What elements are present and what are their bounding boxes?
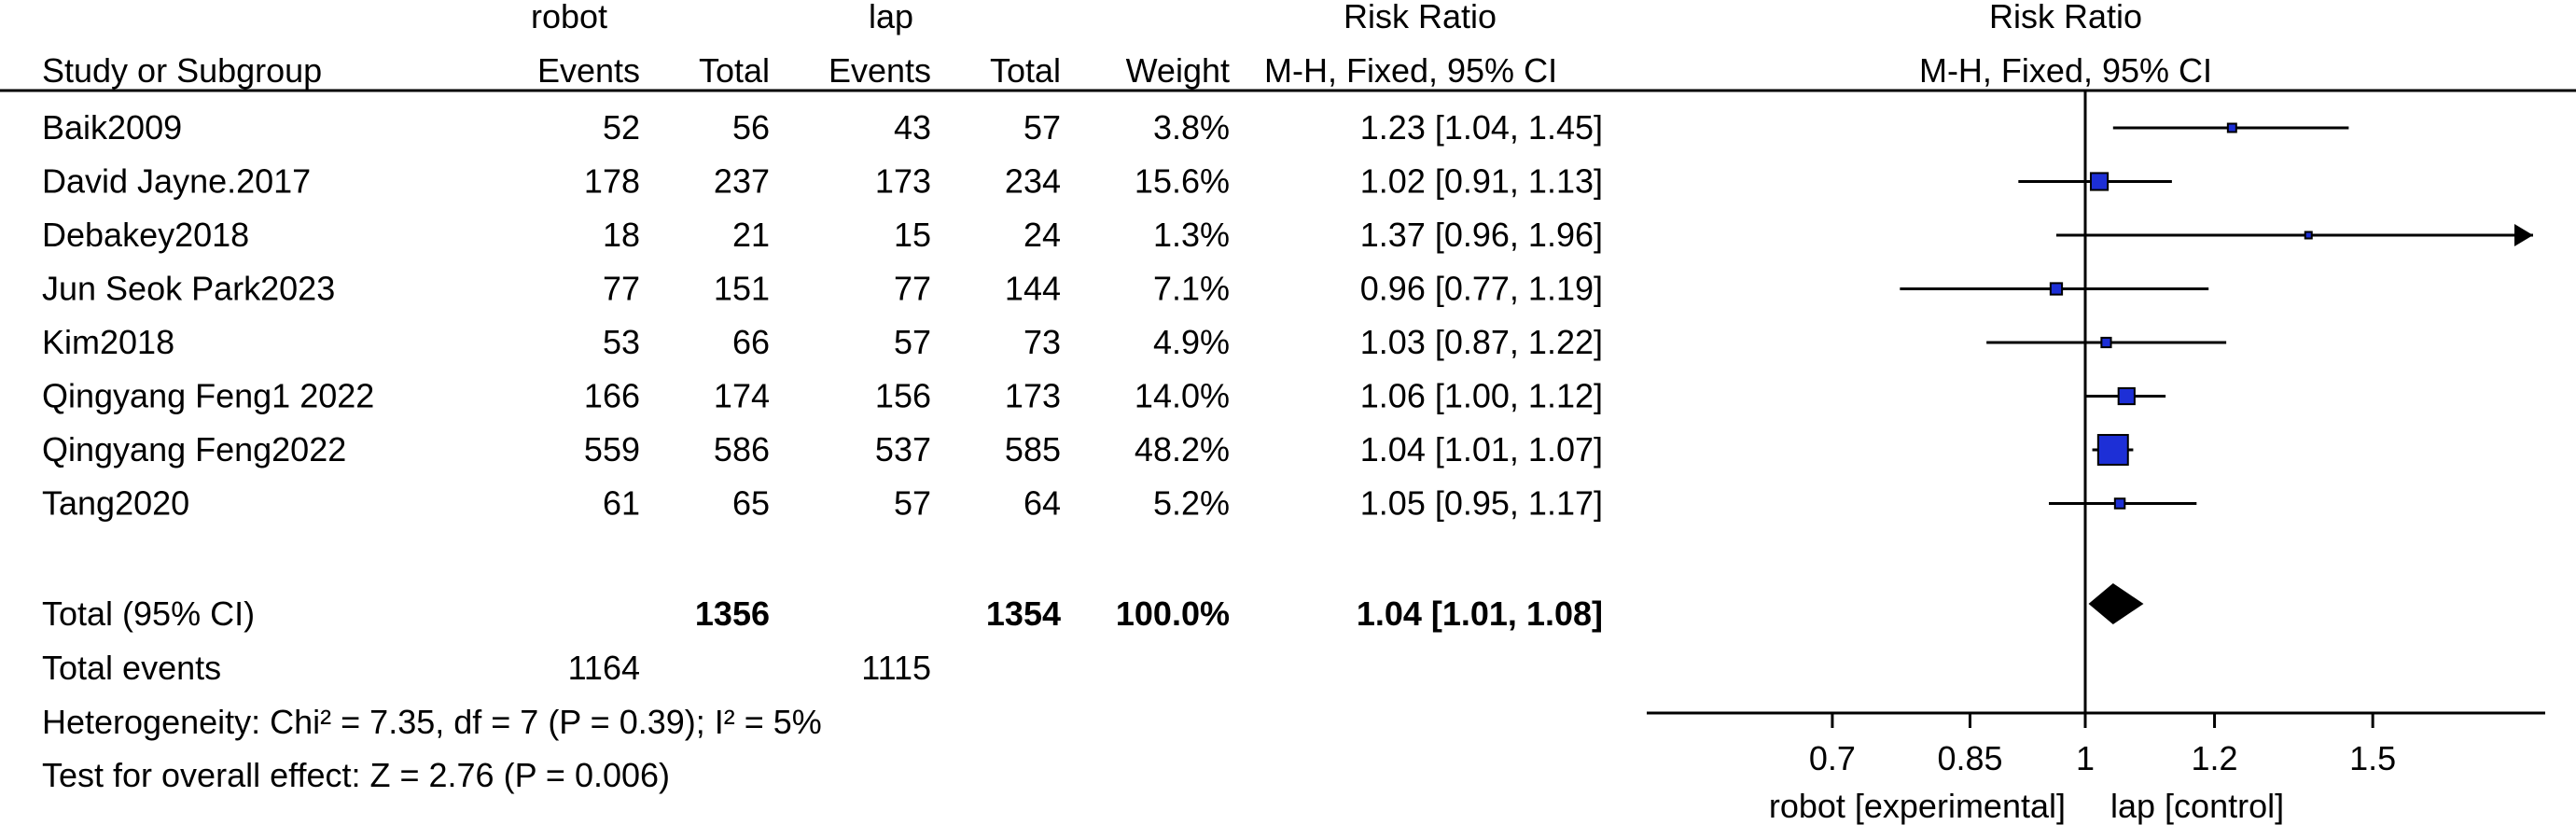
robot-events: 166 (584, 377, 640, 415)
robot-total: 56 (732, 108, 770, 147)
study-point (2113, 497, 2126, 510)
study-name: David Jayne.2017 (42, 162, 311, 201)
method-header: M-H, Fixed, 95% CI (1264, 51, 1557, 90)
total-label: Total (95% CI) (42, 594, 255, 633)
lap-events: 537 (875, 430, 931, 468)
study-point (2089, 172, 2110, 191)
lap-total: 57 (1023, 108, 1061, 147)
total-robot-total: 1356 (695, 594, 770, 633)
study-weight: 15.6% (1135, 162, 1230, 201)
heterogeneity-text: Heterogeneity: Chi² = 7.35, df = 7 (P = … (42, 703, 822, 741)
axis-label-right: lap [control] (2110, 787, 2284, 825)
ci-arrow (2514, 224, 2533, 246)
group-header-robot: robot (531, 0, 607, 35)
robot-events: 178 (584, 162, 640, 201)
plot-method: M-H, Fixed, 95% CI (1919, 51, 2212, 90)
study-point (2117, 386, 2136, 406)
robot-total: 586 (714, 430, 770, 468)
study-ci: 1.02 [0.91, 1.13] (1360, 162, 1603, 201)
study-weight: 3.8% (1153, 108, 1230, 147)
lap-events: 15 (894, 216, 931, 254)
robot-total: 65 (732, 484, 770, 523)
robot-events: 77 (603, 270, 640, 308)
study-point (2049, 282, 2064, 296)
study-point (2304, 231, 2313, 240)
study-ci: 0.96 [0.77, 1.19] (1360, 270, 1603, 308)
study-ci: 1.03 [0.87, 1.22] (1360, 323, 1603, 361)
x-axis: 0.7 0.85 1 1.2 1.5 (1647, 711, 2545, 777)
study-name: Kim2018 (42, 323, 174, 361)
robot-events: 559 (584, 430, 640, 468)
robot-total: 237 (714, 162, 770, 201)
study-point (2226, 122, 2237, 133)
study-rows: Baik2009 52 56 43 57 3.8% 1.23 [1.04, 1.45] Dav… (42, 108, 1603, 523)
lap-events: 173 (875, 162, 931, 201)
axis-label-left: robot [experimental] (1769, 787, 2066, 825)
study-point (2100, 336, 2112, 349)
lap-events-header: Events (828, 51, 931, 90)
robot-events: 53 (603, 323, 640, 361)
weight-header: Weight (1126, 51, 1230, 90)
x-tick-label: 0.7 (1809, 739, 1856, 777)
study-column-header: Study or Subgroup (42, 51, 322, 90)
total-events-lap: 1115 (861, 649, 931, 687)
lap-total-header: Total (990, 51, 1061, 90)
robot-total-header: Total (699, 51, 770, 90)
x-tick-label: 1.2 (2192, 739, 2238, 777)
robot-total: 174 (714, 377, 770, 415)
group-header-lap: lap (869, 0, 913, 35)
plot-area (1900, 91, 2533, 713)
study-ci: 1.05 [0.95, 1.17] (1360, 484, 1603, 523)
lap-total: 24 (1023, 216, 1061, 254)
study-weight: 7.1% (1153, 270, 1230, 308)
study-name: Tang2020 (42, 484, 189, 523)
study-name: Debakey2018 (42, 216, 249, 254)
x-tick-label: 0.85 (1937, 739, 2002, 777)
lap-total: 585 (1005, 430, 1061, 468)
lap-events: 57 (894, 484, 931, 523)
pooled-diamond (2088, 583, 2144, 624)
lap-total: 173 (1005, 377, 1061, 415)
study-point (2096, 434, 2129, 466)
overall-effect-text: Test for overall effect: Z = 2.76 (P = 0… (42, 756, 670, 794)
lap-events: 77 (894, 270, 931, 308)
plot-title: Risk Ratio (1989, 0, 2142, 35)
study-ci: 1.04 [1.01, 1.07] (1360, 430, 1603, 468)
robot-events-header: Events (537, 51, 640, 90)
lap-total: 234 (1005, 162, 1061, 201)
study-name: Qingyang Feng2022 (42, 430, 346, 468)
study-ci: 1.37 [0.96, 1.96] (1360, 216, 1603, 254)
total-lap-total: 1354 (986, 594, 1061, 633)
study-weight: 1.3% (1153, 216, 1230, 254)
study-name: Qingyang Feng1 2022 (42, 377, 374, 415)
robot-total: 21 (732, 216, 770, 254)
study-name: Jun Seok Park2023 (42, 270, 335, 308)
total-weight: 100.0% (1116, 594, 1230, 633)
lap-events: 156 (875, 377, 931, 415)
lap-total: 144 (1005, 270, 1061, 308)
study-weight: 5.2% (1153, 484, 1230, 523)
study-weight: 14.0% (1135, 377, 1230, 415)
lap-events: 57 (894, 323, 931, 361)
robot-events: 52 (603, 108, 640, 147)
robot-events: 18 (603, 216, 640, 254)
robot-total: 151 (714, 270, 770, 308)
robot-total: 66 (732, 323, 770, 361)
total-events-label: Total events (42, 649, 221, 687)
total-events-robot: 1164 (568, 649, 640, 687)
robot-events: 61 (603, 484, 640, 523)
total-ci: 1.04 [1.01, 1.08] (1357, 594, 1603, 633)
lap-total: 73 (1023, 323, 1061, 361)
lap-events: 43 (894, 108, 931, 147)
study-ci: 1.06 [1.00, 1.12] (1360, 377, 1603, 415)
lap-total: 64 (1023, 484, 1061, 523)
study-name: Baik2009 (42, 108, 182, 147)
study-weight: 4.9% (1153, 323, 1230, 361)
x-tick-label: 1 (2076, 739, 2095, 777)
x-tick-label: 1.5 (2349, 739, 2396, 777)
study-ci: 1.23 [1.04, 1.45] (1360, 108, 1603, 147)
risk-ratio-header: Risk Ratio (1344, 0, 1497, 35)
study-weight: 48.2% (1135, 430, 1230, 468)
